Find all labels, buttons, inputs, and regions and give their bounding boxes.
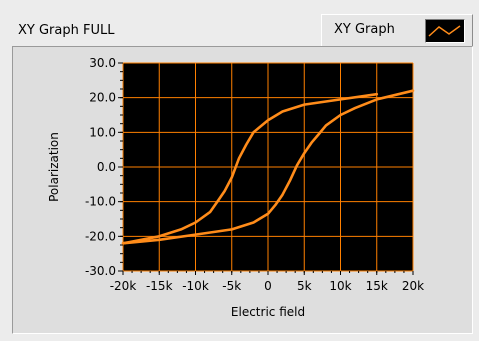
- y-tick-label: 0.0: [97, 160, 116, 174]
- x-tick-label: -5k: [222, 279, 241, 293]
- legend-label: XY Graph: [334, 22, 395, 37]
- x-tick-label: 10k: [329, 279, 351, 293]
- line-style-icon: [428, 25, 461, 37]
- x-tick-label: 15k: [366, 279, 388, 293]
- x-tick-label: 0: [264, 279, 272, 293]
- x-tick-label: 5k: [297, 279, 312, 293]
- x-tick-label: -10k: [182, 279, 209, 293]
- x-axis-label: Electric field: [231, 305, 305, 319]
- hysteresis-trace-descending: [121, 92, 379, 245]
- y-tick-label: 10.0: [89, 125, 116, 139]
- grid-lines: [122, 62, 414, 272]
- x-tick-label: 20k: [402, 279, 424, 293]
- x-tick-label: -20k: [110, 279, 137, 293]
- hysteresis-trace-ascending: [121, 89, 415, 245]
- y-tick-label: -10.0: [85, 195, 116, 209]
- y-tick-label: -30.0: [85, 264, 116, 278]
- graph-title: XY Graph FULL: [18, 23, 115, 38]
- y-tick-label: 30.0: [89, 56, 116, 70]
- traces: [121, 89, 415, 245]
- y-tick-label: 20.0: [89, 91, 116, 105]
- legend-line-swatch[interactable]: [425, 19, 465, 43]
- y-tick-label: -20.0: [85, 229, 116, 243]
- axis-ticks: [118, 62, 414, 275]
- y-axis-label: Polarization: [47, 132, 61, 202]
- tick-labels: -20k -15k -10k -5k 0 5k 10k 15k 20k 30.0 20.0 10.0 0…: [85, 56, 424, 293]
- x-tick-label: -15k: [146, 279, 173, 293]
